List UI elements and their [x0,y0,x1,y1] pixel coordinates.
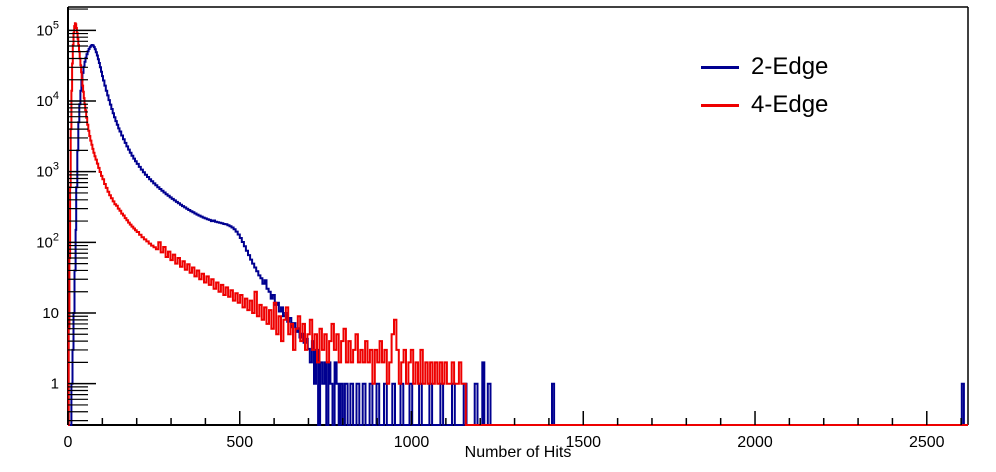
x-tick-label: 1500 [565,434,601,451]
x-tick-label: 2000 [737,434,773,451]
legend-label-4edge: 4-Edge [751,91,829,118]
legend-line-2edge-icon [701,65,739,69]
series-4-edge [67,22,968,426]
series-2-edge [68,44,968,426]
x-tick-label: 0 [64,434,73,451]
y-tick-label: 10 [42,305,59,322]
y-tick-label: 103 [36,161,59,181]
legend: 2-Edge 4-Edge [701,48,828,124]
legend-line-4edge-icon [701,103,739,107]
legend-label-2edge: 2-Edge [751,53,829,80]
y-tick-label: 104 [36,90,59,110]
x-tick-label: 2500 [909,434,945,451]
legend-entry-4edge: 4-Edge [701,86,828,124]
x-tick-label: 1000 [394,434,430,451]
y-tick-label: 105 [36,19,59,39]
legend-entry-2edge: 2-Edge [701,48,828,86]
x-axis-title: Number of Hits [464,444,572,461]
y-tick-label: 102 [36,231,59,251]
y-tick-label: 1 [51,376,59,393]
x-tick-label: 500 [226,434,253,451]
